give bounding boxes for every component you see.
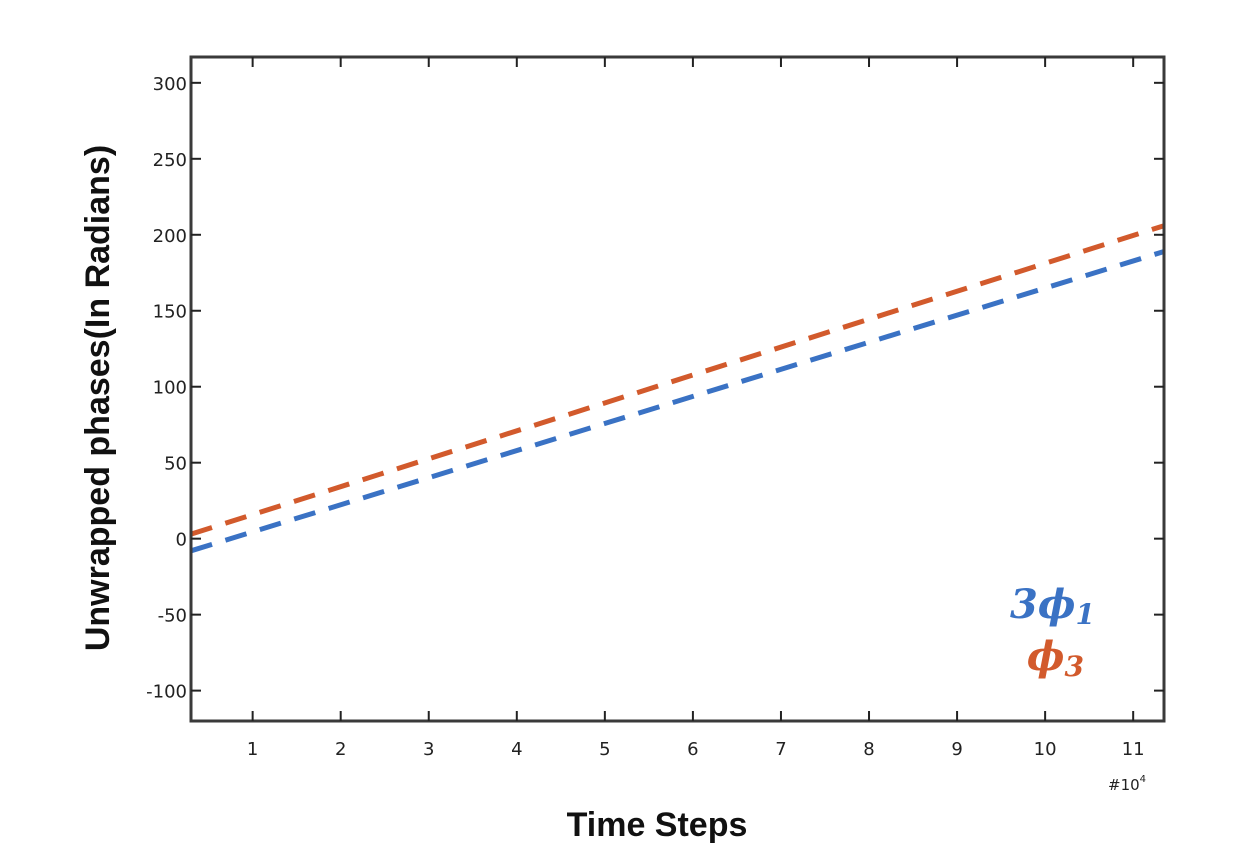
x-tick-label: 4 [511, 739, 522, 760]
x-tick-label: 10 [1034, 739, 1057, 760]
x-tick-label: 2 [335, 739, 346, 760]
legend-entry-series-1: 3ϕ1 [1010, 581, 1095, 631]
series-layer [190, 223, 1165, 554]
y-tick-label: 150 [153, 302, 187, 323]
y-tick-label: 250 [153, 150, 187, 171]
x-tick-label: 9 [951, 739, 962, 760]
series-line-2 [190, 223, 1165, 537]
x-tick-label: 3 [423, 739, 434, 760]
y-tick-label: -100 [146, 682, 187, 703]
x-tick-label: 1 [247, 739, 258, 760]
y-tick-label: 100 [153, 378, 187, 399]
y-tick-label: 0 [176, 530, 187, 551]
ticks-layer: 1 2 3 4 5 6 7 8 9 10 11 -100 -50 0 50 100 150 200 250 300 [146, 57, 1164, 760]
plot-area-frame [189, 55, 1166, 723]
y-axis-title: Unwrapped phases(In Radians) [79, 145, 117, 651]
x-tick-label: 11 [1122, 739, 1145, 760]
y-tick-label: 50 [164, 454, 187, 475]
series-line-1 [190, 249, 1165, 554]
x-tick-label: 8 [863, 739, 874, 760]
y-tick-label: 200 [153, 226, 187, 247]
x-tick-label: 6 [687, 739, 698, 760]
y-tick-label: -50 [158, 606, 187, 627]
y-tick-label: 300 [153, 74, 187, 95]
x-axis-title: Time Steps [567, 806, 748, 844]
x-axis-multiplier: #104 [1108, 774, 1146, 794]
x-tick-label: 5 [599, 739, 610, 760]
legend-entry-series-2: ϕ3 [1027, 633, 1084, 683]
x-tick-label: 7 [775, 739, 786, 760]
